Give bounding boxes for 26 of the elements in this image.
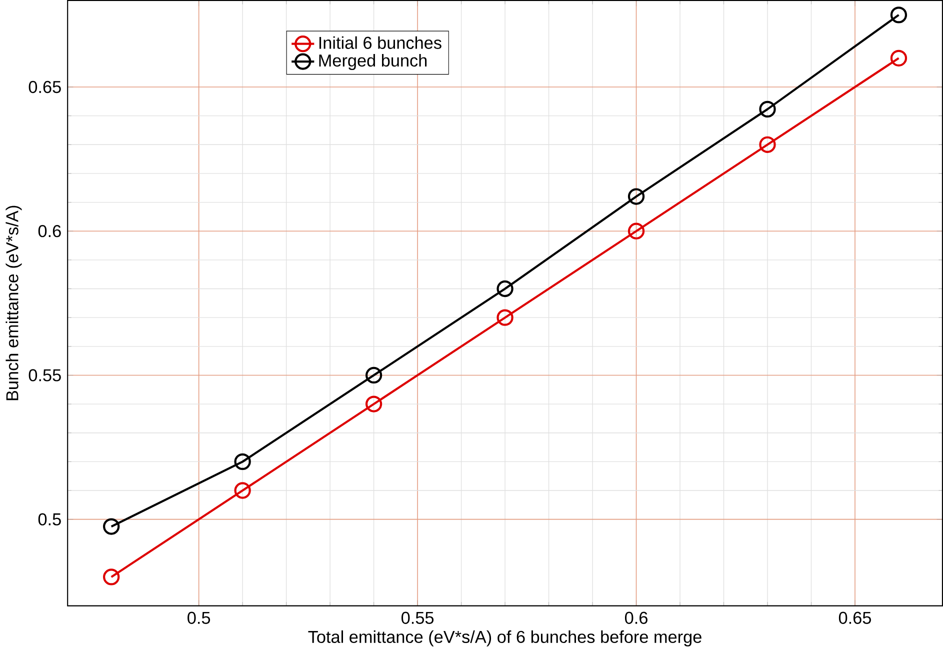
x-tick-label: 0.55 xyxy=(401,612,434,624)
point xyxy=(365,396,382,412)
y-tick-label: 0.6 xyxy=(38,224,61,238)
legend-label: Initial 6 bunches xyxy=(319,36,442,49)
point xyxy=(890,50,908,66)
x-axis-title: Total emittance (eV*s/A) of 6 bunches before merge xyxy=(308,630,702,646)
point xyxy=(890,6,908,24)
point xyxy=(496,309,514,326)
y-tick-label: 0.65 xyxy=(28,80,61,94)
point xyxy=(103,518,120,535)
x-tick-label: 0.65 xyxy=(838,612,871,624)
point xyxy=(496,280,514,298)
point xyxy=(759,136,776,153)
x-tick-label: 0.6 xyxy=(624,612,648,624)
point xyxy=(365,366,382,384)
point xyxy=(103,568,120,586)
point xyxy=(234,482,251,499)
point xyxy=(759,100,776,118)
x-tick-label: 0.5 xyxy=(188,612,210,624)
y-tick-label: 0.5 xyxy=(38,513,61,526)
y-tick-label: 0.55 xyxy=(28,369,61,382)
point xyxy=(628,222,645,240)
point xyxy=(628,188,645,205)
legend-label: Merged bunch xyxy=(319,54,427,70)
point xyxy=(234,453,251,470)
y-axis-title: Bunch emittance (eV*s/A) xyxy=(6,206,22,400)
